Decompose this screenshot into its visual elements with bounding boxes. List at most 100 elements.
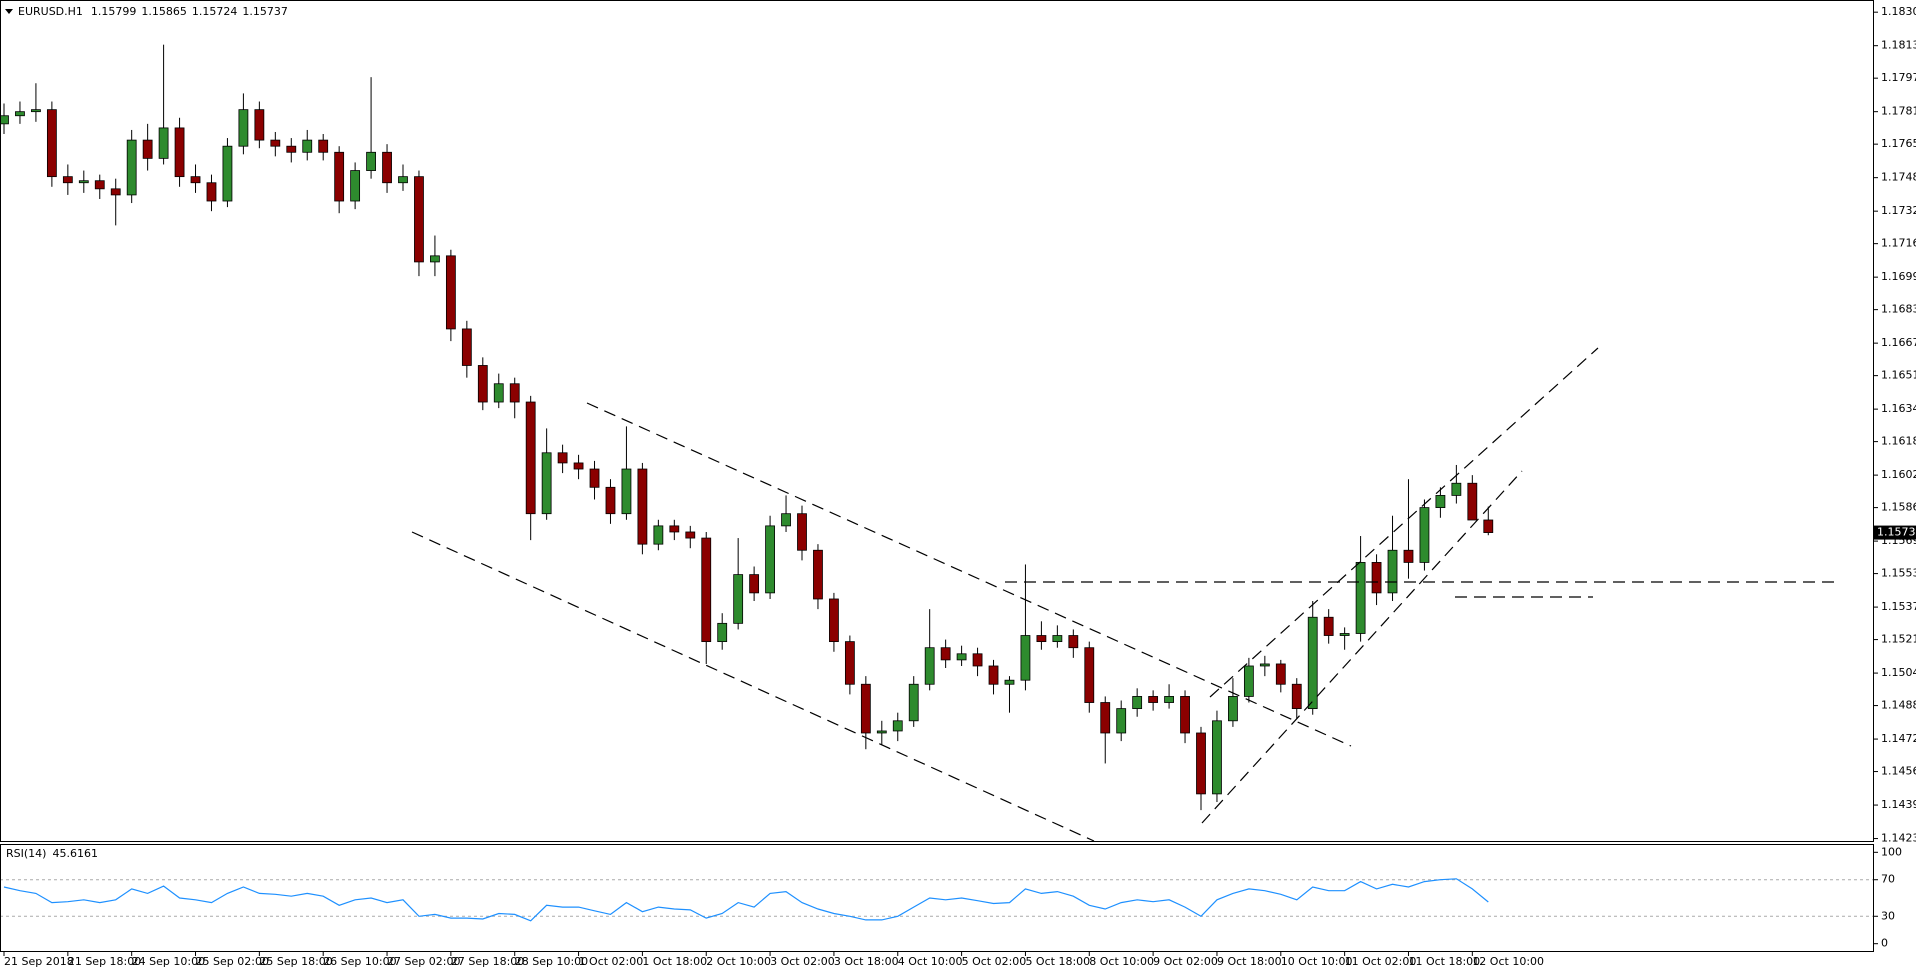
candle-body [1243, 665, 1254, 697]
candle-body [1307, 616, 1318, 710]
candle-body [1483, 519, 1494, 533]
candle-body [844, 641, 855, 685]
x-tick-label: 21 Sep 2018 [4, 955, 74, 968]
candle-body [829, 598, 839, 643]
candle-body [860, 683, 871, 734]
candle-body [956, 653, 967, 661]
y-tick-label: 1.17485 [1881, 171, 1916, 184]
candle-body [302, 139, 313, 153]
candle-body [509, 383, 520, 403]
rsi-y-tick-label: 100 [1881, 845, 1902, 858]
candle-body [15, 111, 25, 117]
x-tick-label: 8 Oct 10:00 [1089, 955, 1154, 968]
y-tick-label: 1.15535 [1881, 567, 1916, 580]
y-tick-label: 1.14230 [1881, 832, 1916, 845]
rsi-y-tick-label: 30 [1881, 909, 1895, 922]
candle-body [1004, 679, 1015, 685]
candle-body [414, 176, 424, 263]
y-tick-label: 1.16510 [1881, 369, 1916, 382]
x-tick-label: 10 Oct 10:00 [1281, 955, 1353, 968]
candle-body [765, 525, 775, 594]
candle-body [876, 730, 887, 734]
candle-body [1084, 647, 1095, 703]
price-panel-frame [0, 0, 1874, 842]
candle-body [190, 176, 201, 184]
candle-body [46, 109, 57, 178]
candle-body [430, 255, 440, 263]
candle-body [254, 109, 265, 141]
y-tick-label: 1.16835 [1881, 303, 1916, 316]
y-tick-label: 1.18135 [1881, 39, 1916, 52]
y-tick-label: 1.14560 [1881, 765, 1916, 778]
x-tick-label: 9 Oct 02:00 [1153, 955, 1218, 968]
candle-body [382, 151, 392, 184]
y-tick-label: 1.16345 [1881, 402, 1916, 415]
candle-body [477, 365, 488, 403]
candle-body [94, 180, 105, 190]
x-tick-label: 9 Oct 18:00 [1217, 955, 1282, 968]
y-tick-label: 1.17975 [1881, 71, 1916, 84]
x-tick-label: 26 Sep 10:00 [323, 955, 396, 968]
candle-body [334, 151, 345, 202]
candle-body [1164, 696, 1174, 703]
high: 1.15865 [141, 5, 187, 18]
x-tick-label: 5 Oct 18:00 [1025, 955, 1090, 968]
candle-body [222, 145, 233, 202]
candle-body [461, 328, 472, 366]
trend-line [1209, 347, 1599, 698]
candle-body [1180, 696, 1190, 734]
candle-body [78, 180, 89, 184]
candle-body [1339, 633, 1350, 636]
trend-line [1201, 470, 1523, 824]
candle-body [988, 665, 999, 685]
x-tick-label: 28 Sep 10:00 [515, 955, 588, 968]
symbol: EURUSD.H1 [18, 5, 83, 18]
candle-body [1212, 720, 1222, 795]
x-tick-label: 4 Oct 10:00 [898, 955, 963, 968]
x-tick-label: 27 Sep 02:00 [387, 955, 460, 968]
price-plot [0, 44, 1494, 811]
candle-body [126, 139, 137, 196]
y-tick-label: 1.15370 [1881, 600, 1916, 613]
candle-body [142, 139, 153, 159]
y-tick-label: 1.17810 [1881, 105, 1916, 118]
y-tick-label: 1.18300 [1881, 5, 1916, 18]
candle-body [398, 176, 408, 184]
y-tick-label: 1.14720 [1881, 732, 1916, 745]
y-tick-label: 1.17320 [1881, 204, 1916, 217]
y-tick-label: 1.15045 [1881, 666, 1916, 679]
y-tick-label: 1.17160 [1881, 237, 1916, 250]
candle-body [972, 653, 983, 667]
price-tag-bg [1874, 525, 1916, 540]
candle-body [1259, 663, 1270, 667]
x-tick-label: 11 Oct 02:00 [1345, 955, 1417, 968]
candle-body [669, 525, 680, 533]
candle-body [366, 151, 376, 171]
candle-body [493, 383, 504, 403]
candle-body [1148, 696, 1159, 703]
candle-body [270, 139, 281, 147]
candle-body [350, 170, 361, 202]
candle-body [286, 145, 297, 153]
y-tick-label: 1.16020 [1881, 468, 1916, 481]
candle-body [445, 255, 456, 330]
candle-body [1467, 482, 1478, 521]
candle-body [653, 525, 664, 545]
y-tick-label: 1.14395 [1881, 798, 1916, 811]
candle-body [573, 462, 584, 470]
x-tick-label: 5 Oct 02:00 [962, 955, 1027, 968]
candle-body [813, 549, 823, 600]
x-tick-label: 1 Oct 18:00 [642, 955, 707, 968]
candle-body [637, 468, 648, 545]
candle-body [174, 127, 185, 178]
candle-body [781, 513, 791, 527]
x-tick-label: 21 Sep 18:00 [68, 955, 141, 968]
candle-body [1100, 702, 1111, 734]
y-tick-label: 1.15210 [1881, 633, 1916, 646]
candle-body [1435, 495, 1446, 509]
candle-body [206, 182, 217, 202]
candle-body [525, 401, 536, 515]
y-tick-label: 1.14885 [1881, 699, 1916, 712]
candle-body [158, 127, 169, 159]
candle-body [1387, 549, 1398, 594]
